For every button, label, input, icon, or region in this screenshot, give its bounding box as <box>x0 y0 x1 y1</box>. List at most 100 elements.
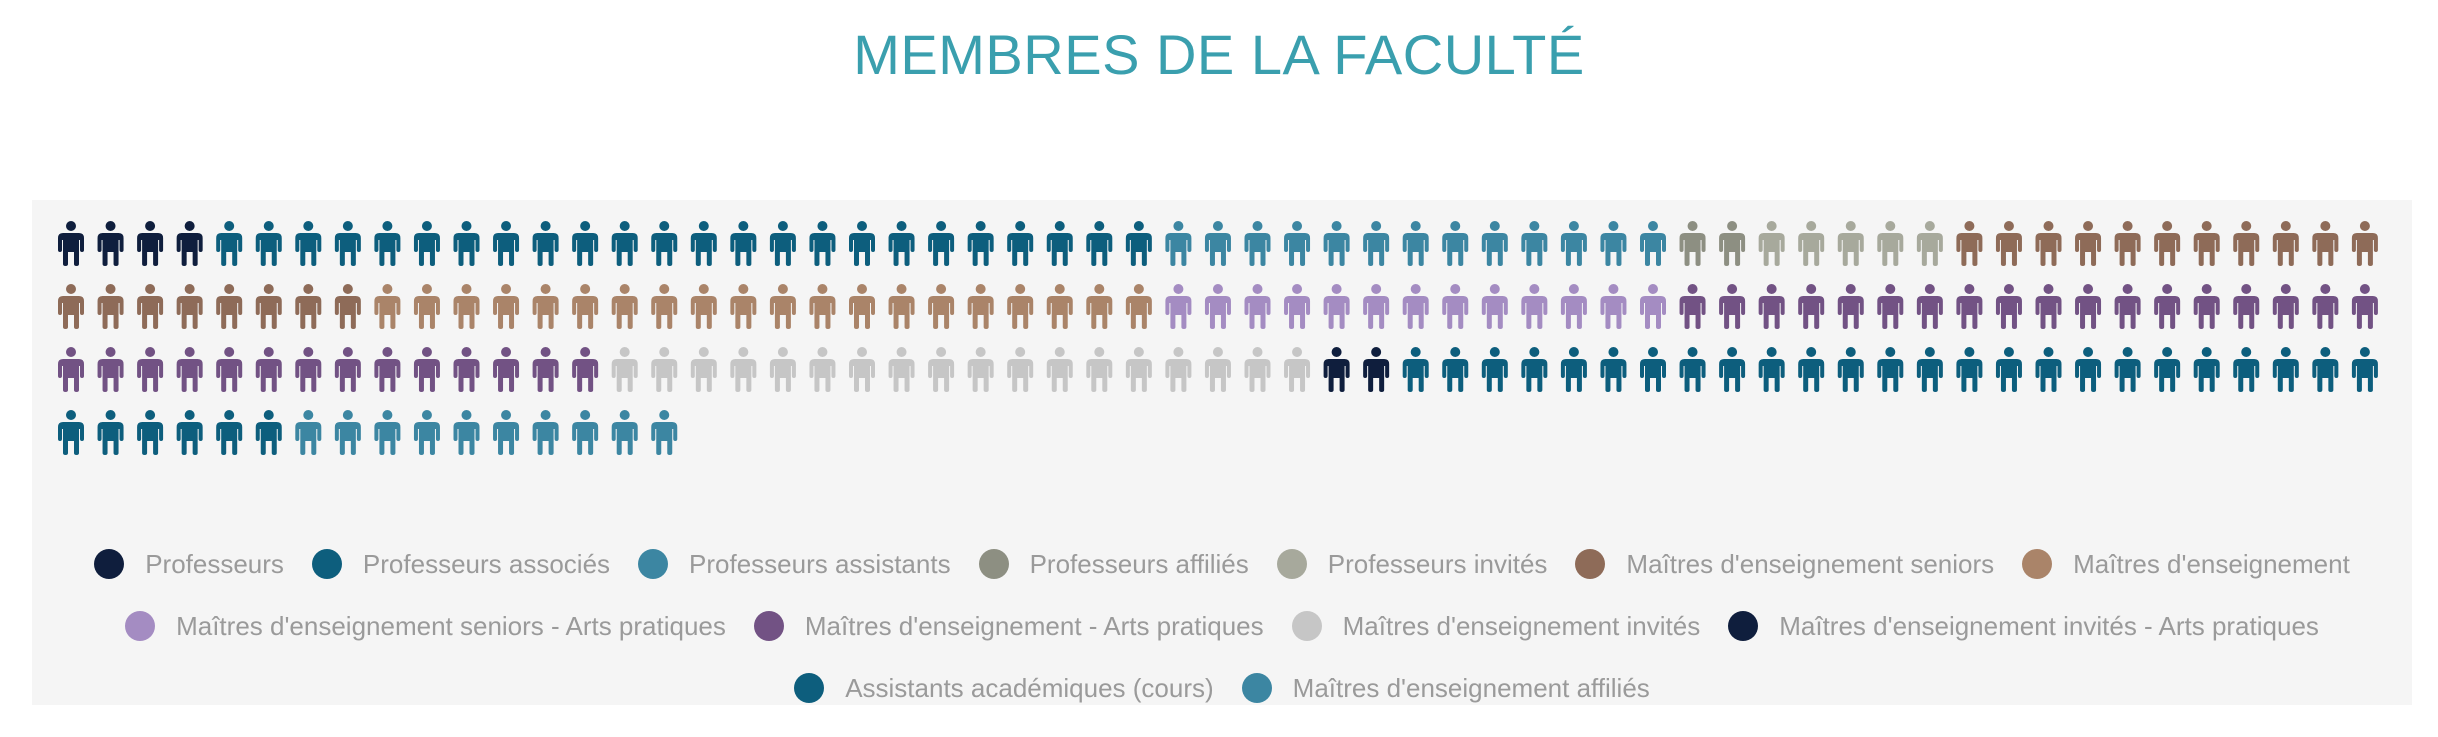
legend-item: Maîtres d'enseignement invités <box>1291 611 1700 642</box>
person-icon <box>2154 284 2181 329</box>
person-icon <box>334 284 361 329</box>
person-icon <box>532 347 559 392</box>
person-icon <box>1244 221 1271 266</box>
person-icon <box>2035 221 2062 266</box>
person-icon <box>1323 221 1350 266</box>
legend-label: Maîtres d'enseignement invités - Arts pr… <box>1779 610 2319 641</box>
pictogram-chart <box>58 221 2378 455</box>
person-icon <box>1086 284 1113 329</box>
person-icon <box>1798 221 1825 266</box>
person-icon <box>888 284 915 329</box>
person-icon <box>216 284 243 329</box>
person-icon <box>1877 284 1904 329</box>
person-icon <box>730 284 757 329</box>
legend-item: Professeurs <box>94 549 284 580</box>
person-icon <box>651 410 678 455</box>
person-icon <box>413 221 440 266</box>
person-icon <box>1916 347 1943 392</box>
person-icon <box>1046 347 1073 392</box>
legend-label: Professeurs affiliés <box>1029 548 1249 579</box>
person-icon <box>1877 347 1904 392</box>
legend-swatch <box>1276 549 1307 579</box>
legend-label: Maîtres d'enseignement <box>2073 548 2350 579</box>
person-icon <box>1086 221 1113 266</box>
legend-label: Assistants académiques (cours) <box>845 672 1214 703</box>
person-icon <box>493 410 520 455</box>
person-icon <box>216 410 243 455</box>
person-icon <box>1758 284 1785 329</box>
person-icon <box>1521 221 1548 266</box>
chart-panel: Professeurs Professeurs associés Professeu… <box>32 200 2412 705</box>
person-icon <box>176 284 203 329</box>
person-icon <box>769 221 796 266</box>
person-icon <box>334 221 361 266</box>
person-icon <box>453 221 480 266</box>
person-icon <box>334 347 361 392</box>
person-icon <box>2312 284 2339 329</box>
person-icon <box>769 284 796 329</box>
person-icon <box>1284 221 1311 266</box>
person-icon <box>928 284 955 329</box>
person-icon <box>730 221 757 266</box>
person-icon <box>1204 221 1231 266</box>
person-icon <box>1719 284 1746 329</box>
person-icon <box>1995 221 2022 266</box>
person-icon <box>374 284 401 329</box>
person-icon <box>97 284 124 329</box>
person-icon <box>493 284 520 329</box>
person-icon <box>1363 221 1390 266</box>
person-icon <box>849 284 875 329</box>
person-icon <box>1046 221 1073 266</box>
person-icon <box>1481 284 1508 329</box>
person-icon <box>413 284 440 329</box>
person-icon <box>1995 284 2022 329</box>
person-icon <box>1244 347 1271 392</box>
person-icon <box>137 347 164 392</box>
person-icon <box>532 221 559 266</box>
person-icon <box>2075 347 2102 392</box>
person-icon <box>2233 347 2260 392</box>
legend-swatch <box>1241 673 1272 703</box>
person-icon <box>1007 284 1034 329</box>
person-icon <box>295 410 322 455</box>
legend-item: Maîtres d'enseignement seniors <box>1575 549 1994 580</box>
person-icon <box>1481 347 1508 392</box>
legend-swatch <box>1291 611 1322 641</box>
person-icon <box>611 347 638 392</box>
person-icon <box>1679 284 1706 329</box>
person-icon <box>97 221 124 266</box>
person-icon <box>2272 284 2299 329</box>
person-icon <box>2272 221 2299 266</box>
person-icon <box>137 284 164 329</box>
legend-item: Professeurs assistants <box>638 549 951 580</box>
legend-label: Professeurs <box>145 548 284 579</box>
person-icon <box>809 347 836 392</box>
legend-item: Maîtres d'enseignement seniors - Arts pr… <box>125 611 726 642</box>
person-icon <box>532 410 559 455</box>
person-icon <box>1560 221 1587 266</box>
person-icon <box>453 347 480 392</box>
person-icon <box>1402 347 1429 392</box>
legend-swatch <box>753 611 784 641</box>
person-icon <box>1679 221 1706 266</box>
person-icon <box>334 410 361 455</box>
person-icon <box>1877 221 1904 266</box>
legend-item: Professeurs affiliés <box>978 548 1249 580</box>
person-icon <box>2114 284 2141 329</box>
person-icon <box>1956 284 1983 329</box>
legend-row: Assistants académiques (cours) Maîtres d'… <box>32 657 2412 719</box>
person-icon <box>1323 284 1350 329</box>
person-icon <box>2035 284 2062 329</box>
person-icon <box>809 284 836 329</box>
person-icon <box>1125 347 1152 392</box>
person-icon <box>1640 347 1666 392</box>
legend-swatch <box>638 549 669 579</box>
person-icon <box>1481 221 1508 266</box>
legend-label: Professeurs invités <box>1327 548 1548 579</box>
person-icon <box>2193 221 2220 266</box>
person-icon <box>532 284 559 329</box>
person-icon <box>1600 284 1627 329</box>
person-icon <box>967 284 994 329</box>
legend-label: Maîtres d'enseignement seniors - Arts pr… <box>176 610 726 641</box>
person-icon <box>2233 284 2260 329</box>
